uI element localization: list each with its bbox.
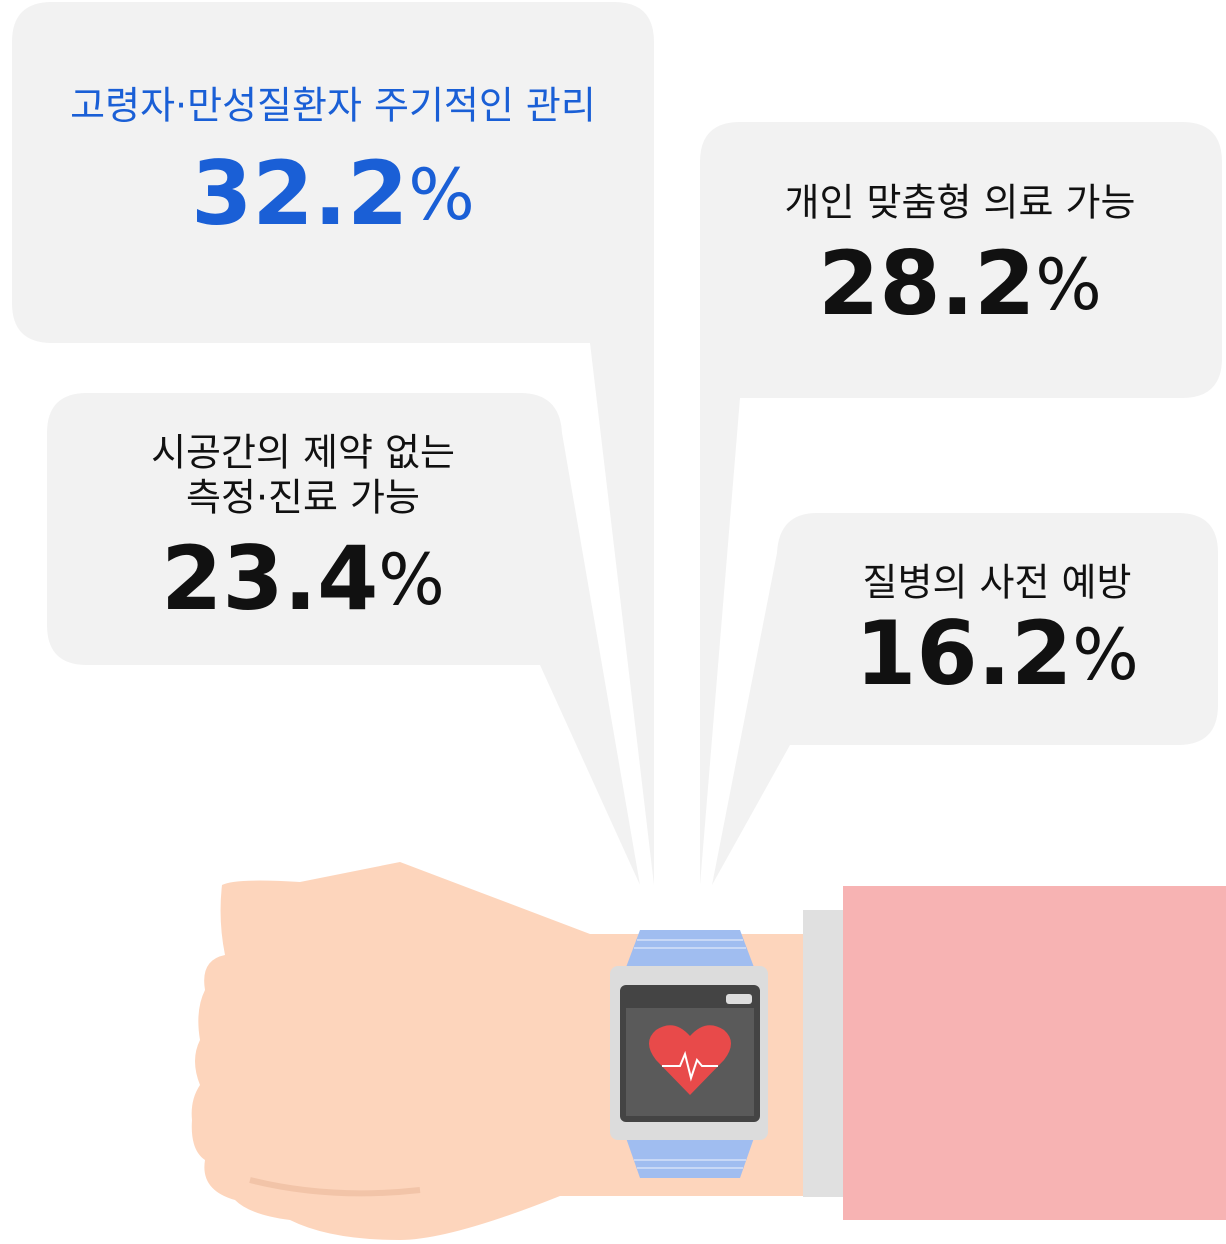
bubble-value: 23.4% [161,527,445,630]
cuff [803,910,843,1197]
value-unit: % [1035,244,1102,326]
value-number: 23.4 [161,527,378,630]
value-unit: % [378,539,445,621]
infographic: 고령자·만성질환자 주기적인 관리 32.2% 시공간의 제약 없는 측정·진료… [0,0,1226,1244]
bubble-value: 28.2% [818,232,1102,335]
value-unit: % [1072,614,1139,696]
watch-band [625,1135,755,1178]
bubble-label: 개인 맞춤형 의료 가능 [785,181,1136,225]
sleeve [843,886,1226,1220]
bubble-value: 32.2% [191,142,475,245]
bubble-label: 시공간의 제약 없는 [151,431,455,475]
bubble-label: 고령자·만성질환자 주기적인 관리 [70,84,596,128]
watch-band [625,930,755,970]
page: 고령자·만성질환자 주기적인 관리 32.2% 시공간의 제약 없는 측정·진료… [0,0,1226,1244]
bubble-label: 측정·진료 가능 [186,476,420,520]
bubble-value: 16.2% [855,602,1139,705]
value-number: 28.2 [818,232,1035,335]
bubble-label: 질병의 사전 예방 [863,561,1132,605]
value-number: 16.2 [855,602,1072,705]
value-unit: % [408,154,475,236]
battery [726,994,752,1004]
value-number: 32.2 [191,142,408,245]
